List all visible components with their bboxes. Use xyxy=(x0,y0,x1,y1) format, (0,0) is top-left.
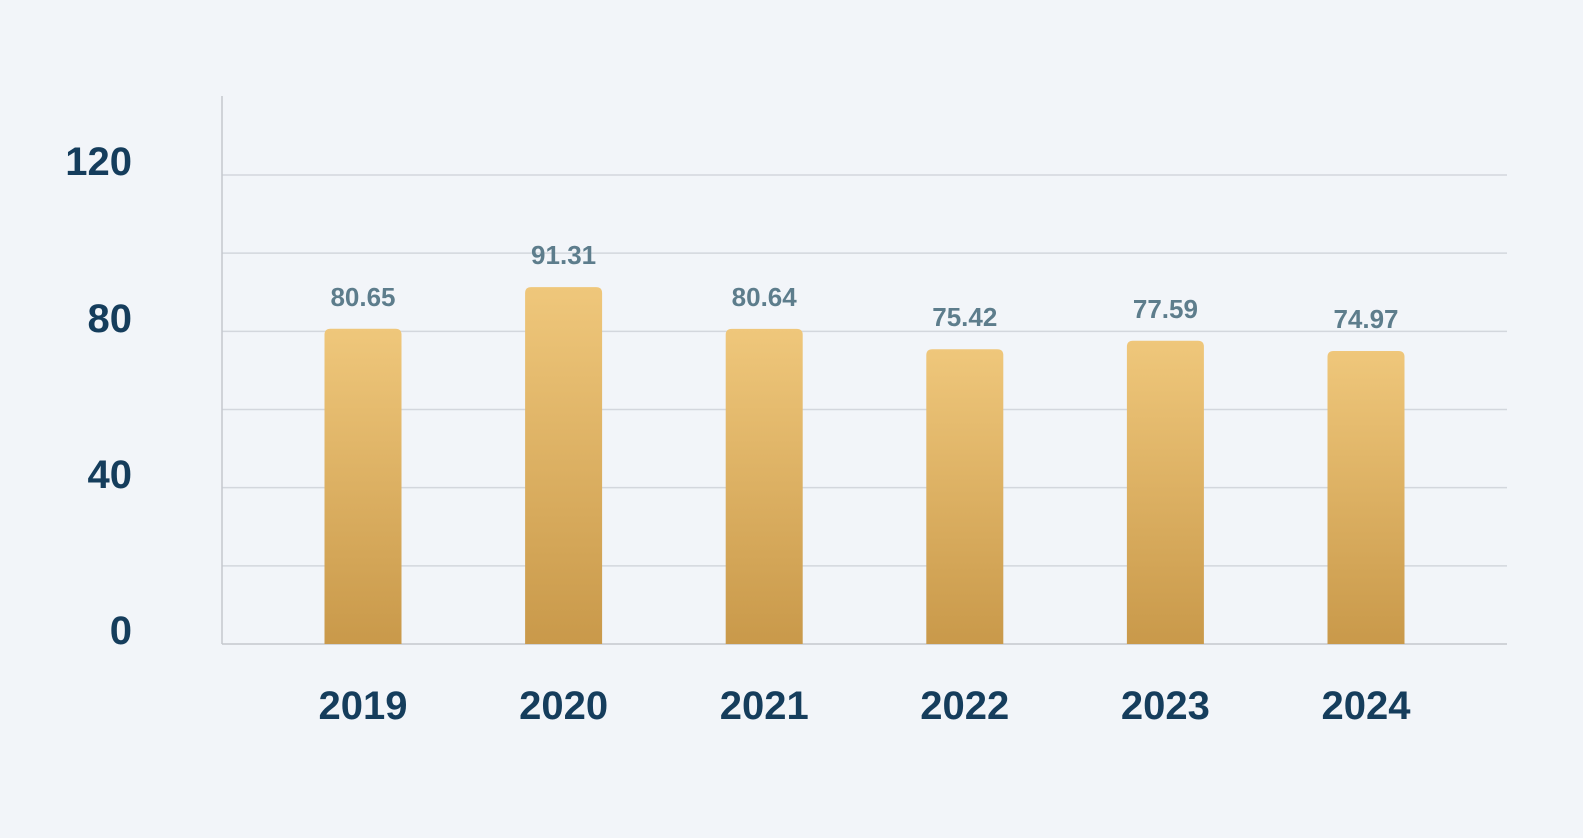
data-label-2023: 77.59 xyxy=(1133,294,1198,324)
x-tick-2022: 2022 xyxy=(920,684,1009,728)
bar-2024 xyxy=(1327,350,1405,644)
axes xyxy=(221,96,1507,645)
bar-2023 xyxy=(1126,340,1204,644)
bars xyxy=(324,287,1405,644)
data-label-2019: 80.65 xyxy=(330,282,395,312)
bar-2021 xyxy=(725,328,803,644)
data-labels: 80.65 91.31 80.64 75.42 77.59 74.97 xyxy=(330,240,1398,334)
data-label-2022: 75.42 xyxy=(932,302,997,332)
y-tick-40: 40 xyxy=(88,453,133,497)
y-tick-0: 0 xyxy=(110,609,132,653)
x-tick-2019: 2019 xyxy=(319,684,408,728)
bar-2022 xyxy=(926,349,1004,644)
data-label-2021: 80.64 xyxy=(732,282,798,312)
bar-2020 xyxy=(525,287,603,644)
data-label-2024: 74.97 xyxy=(1333,304,1398,334)
y-axis-ticks: 0 40 80 120 xyxy=(65,140,132,653)
x-tick-2020: 2020 xyxy=(519,684,608,728)
x-tick-2024: 2024 xyxy=(1322,684,1412,728)
bar-2019 xyxy=(324,328,402,644)
data-label-2020: 91.31 xyxy=(531,240,596,270)
x-tick-2023: 2023 xyxy=(1121,684,1210,728)
x-tick-2021: 2021 xyxy=(720,684,809,728)
gridlines xyxy=(222,174,1507,567)
y-tick-80: 80 xyxy=(88,297,133,341)
x-axis-ticks: 2019 2020 2021 2022 2023 2024 xyxy=(319,684,1412,728)
y-tick-120: 120 xyxy=(65,140,132,184)
